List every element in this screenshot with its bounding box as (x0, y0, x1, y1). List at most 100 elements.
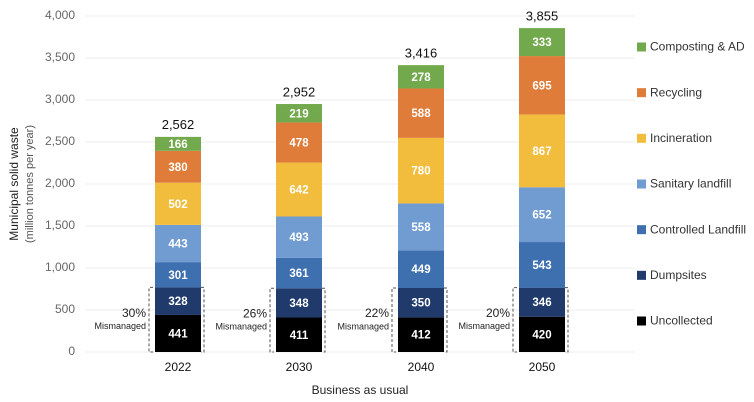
legend-label: Uncollected (650, 314, 713, 328)
y-tick-label: 3,500 (45, 50, 75, 64)
segment-label: 350 (411, 298, 430, 310)
mismanaged-percent: 20% (486, 306, 510, 320)
bar-segment (155, 262, 201, 288)
segment-label: 443 (168, 239, 187, 251)
bar-segment (519, 242, 565, 288)
bar-segment (276, 162, 322, 217)
segment-label: 348 (289, 298, 309, 310)
mismanaged-bracket (148, 286, 205, 353)
y-tick-label: 1,500 (45, 218, 75, 232)
bar-segment (398, 88, 444, 138)
mismanaged-bracket (512, 287, 569, 353)
legend-label: Composting & AD (650, 40, 745, 54)
bar-segment (155, 224, 201, 263)
total-label: 2,562 (162, 117, 195, 132)
segment-label: 328 (168, 296, 188, 308)
mismanaged-label: Mismanaged (94, 321, 146, 331)
bar-segment (276, 216, 322, 258)
bar-segment (155, 287, 201, 315)
segment-label: 652 (532, 210, 551, 222)
bar-segment (276, 122, 322, 163)
bar-segment (519, 56, 565, 115)
bar-segment (398, 287, 444, 318)
segment-label: 412 (411, 330, 430, 342)
bar-segment (519, 114, 565, 188)
y-tick-label: 2,500 (45, 134, 75, 148)
bar-segment (155, 182, 201, 225)
bar-segment (398, 317, 444, 352)
y-tick-label: 3,000 (45, 92, 75, 106)
x-tick-label: 2050 (529, 360, 556, 374)
bar-segment (398, 203, 444, 251)
mismanaged-bracket (391, 287, 448, 353)
segment-label: 333 (532, 37, 551, 49)
segment-label: 449 (411, 264, 430, 276)
legend-label: Controlled Landfill (650, 222, 746, 236)
y-tick-label: 4,000 (45, 8, 75, 22)
x-tick-label: 2030 (286, 360, 313, 374)
segment-label: 380 (168, 162, 187, 174)
segment-label: 543 (532, 260, 551, 272)
segment-label: 411 (290, 330, 309, 342)
segment-label: 695 (532, 80, 552, 92)
bar-segment (519, 187, 565, 243)
total-label: 3,855 (526, 9, 559, 24)
segment-label: 278 (411, 72, 431, 84)
segment-label: 219 (289, 108, 308, 120)
legend-label: Incineration (650, 131, 712, 145)
segment-label: 588 (411, 108, 431, 120)
segment-label: 558 (411, 222, 431, 234)
legend-swatch (637, 42, 646, 52)
bar-segment (519, 28, 565, 57)
y-tick-label: 500 (55, 302, 75, 316)
bar-segment (398, 65, 444, 89)
segment-label: 441 (168, 329, 188, 341)
total-label: 2,952 (283, 84, 316, 99)
mismanaged-percent: 22% (365, 306, 389, 320)
mismanaged-bracket (269, 287, 326, 353)
segment-label: 301 (168, 270, 188, 282)
bar-segment (155, 314, 201, 352)
y-tick-label: 0 (68, 344, 75, 358)
segment-label: 867 (532, 146, 551, 158)
bar-segment (276, 257, 322, 289)
x-axis-title: Business as usual (312, 383, 409, 397)
x-tick-label: 2022 (165, 360, 192, 374)
y-axis-title: Municipal solid waste (7, 127, 21, 241)
bar-segment (398, 250, 444, 288)
segment-label: 361 (289, 268, 309, 280)
bar-segment (519, 287, 565, 317)
legend-swatch (637, 179, 646, 189)
bar-segment (276, 317, 322, 352)
legend-label: Sanitary landfill (650, 177, 731, 191)
legend-swatch (637, 133, 646, 143)
y-tick-label: 1,000 (45, 260, 75, 274)
legend-swatch (637, 270, 646, 280)
segment-label: 780 (411, 166, 430, 178)
bar-segment (519, 316, 565, 352)
total-label: 3,416 (405, 45, 438, 60)
legend-swatch (637, 88, 646, 98)
segment-label: 502 (168, 199, 187, 211)
mismanaged-label: Mismanaged (458, 321, 510, 331)
mismanaged-label: Mismanaged (337, 321, 389, 331)
segment-label: 420 (532, 329, 551, 341)
mismanaged-percent: 30% (122, 306, 146, 320)
legend-swatch (637, 316, 646, 326)
bar-segment (276, 288, 322, 318)
legend-label: Dumpsites (650, 268, 707, 282)
bar-segment (155, 150, 201, 183)
legend-label: Recycling (650, 85, 702, 99)
segment-label: 642 (289, 185, 308, 197)
bar-segment (276, 104, 322, 123)
y-axis-subtitle: (million tonnes per year) (24, 125, 36, 243)
mismanaged-percent: 26% (243, 306, 267, 320)
bar-segment (155, 136, 201, 151)
segment-label: 166 (168, 139, 187, 151)
x-tick-label: 2040 (408, 360, 435, 374)
legend-swatch (637, 225, 646, 235)
segment-label: 493 (289, 232, 308, 244)
bar-segment (398, 137, 444, 204)
mismanaged-label: Mismanaged (215, 321, 267, 331)
